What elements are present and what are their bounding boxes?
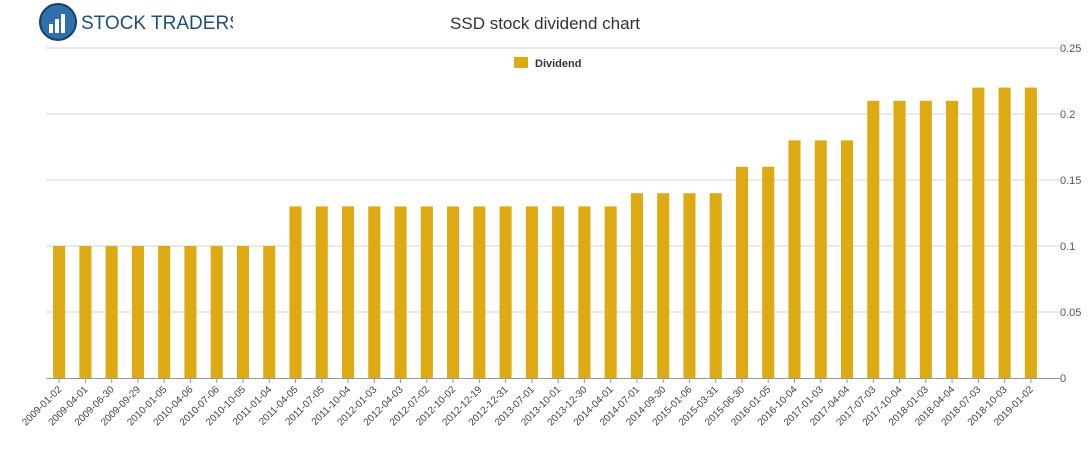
bar — [762, 166, 775, 378]
bar — [735, 166, 749, 378]
bar — [158, 246, 171, 378]
y-axis-ticks: 0 0.05 0.1 0.15 0.2 0.25 — [1060, 43, 1081, 385]
logo-bar-icon — [61, 14, 65, 33]
stock-traders-logo: STOCK TRADERS — [38, 2, 242, 42]
bar — [578, 206, 591, 378]
bar — [341, 206, 355, 378]
bar — [657, 193, 670, 378]
y-tick-label: 0.2 — [1060, 109, 1075, 121]
bar — [604, 206, 617, 378]
bar — [289, 206, 302, 378]
bar — [972, 87, 985, 378]
bar — [420, 206, 433, 378]
y-tick-label: 0 — [1060, 373, 1066, 385]
chart-title: SSD stock dividend chart — [450, 14, 640, 33]
bar — [683, 193, 696, 378]
y-tick-label: 0.05 — [1060, 307, 1081, 319]
bar — [552, 206, 565, 378]
bar — [368, 206, 381, 378]
bar — [105, 246, 118, 378]
bar — [946, 100, 959, 379]
bar — [184, 246, 197, 378]
bar — [893, 100, 906, 379]
logo-bar-icon — [49, 24, 53, 33]
bar — [79, 246, 92, 378]
logo-text: STOCK TRADERS — [81, 13, 233, 34]
x-axis-ticks: 2009-01-022009-04-012009-06-302009-09-29… — [20, 378, 1036, 428]
legend-label-dividend: Dividend — [535, 58, 581, 70]
bar — [447, 206, 460, 378]
bar — [525, 206, 538, 378]
y-tick-label: 0.15 — [1060, 175, 1081, 187]
y-tick-label: 0.1 — [1060, 241, 1075, 253]
legend: Dividend — [514, 57, 581, 70]
bar — [473, 206, 486, 378]
bar — [236, 246, 250, 378]
bar — [210, 246, 223, 378]
bar — [788, 140, 801, 378]
bar — [840, 140, 854, 378]
bar — [1024, 87, 1037, 378]
bar — [394, 206, 407, 378]
y-tick-label: 0.25 — [1060, 43, 1081, 55]
bar — [630, 193, 643, 378]
bar — [315, 206, 328, 378]
bar — [998, 87, 1011, 378]
bar — [263, 246, 276, 378]
bar — [131, 246, 144, 378]
bar — [867, 100, 880, 379]
bars — [53, 87, 1037, 379]
legend-swatch — [514, 57, 528, 68]
bar — [499, 206, 512, 378]
bar — [709, 193, 722, 378]
bar — [814, 140, 827, 378]
bar — [919, 100, 932, 379]
bar — [53, 246, 66, 378]
logo-bar-icon — [55, 19, 59, 33]
